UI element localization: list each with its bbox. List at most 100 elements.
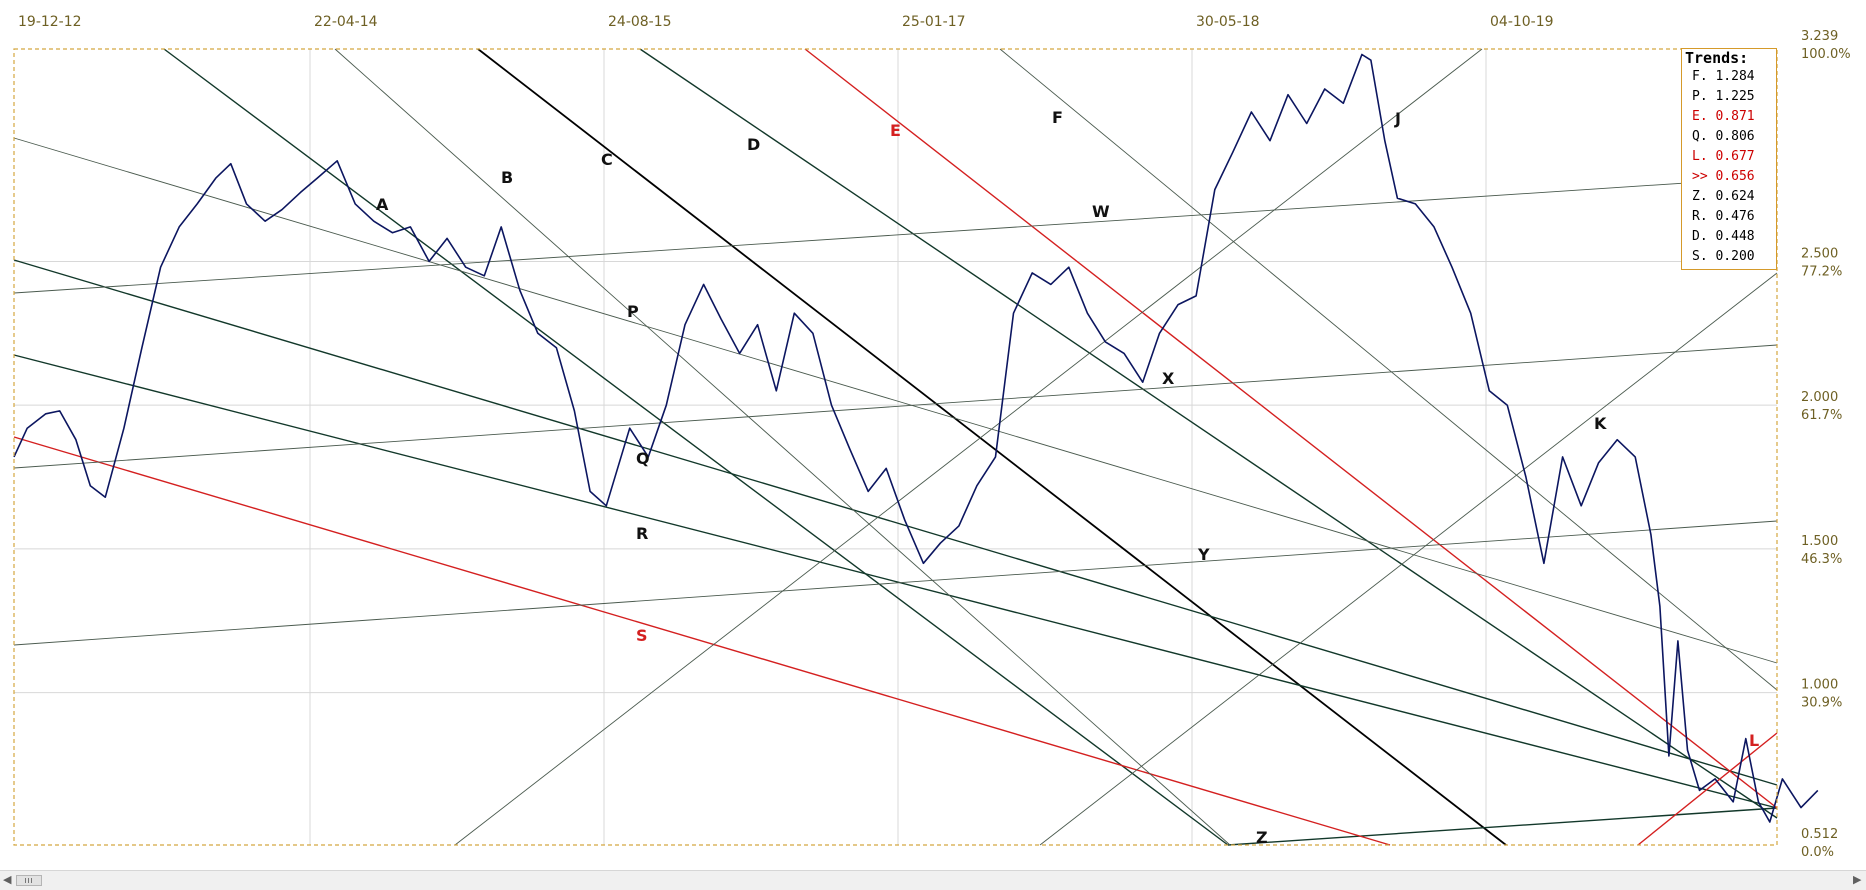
legend-item-value: 1.284	[1707, 69, 1755, 84]
y-tick-percent: 61.7%	[1801, 408, 1842, 423]
trend-label: K	[1594, 414, 1607, 433]
trend-label: Y	[1197, 545, 1210, 564]
legend-item-value: 0.200	[1707, 249, 1755, 264]
legend-item-value: 0.476	[1707, 209, 1755, 224]
trend-line	[13, 436, 1391, 846]
y-tick-value: 1.500	[1801, 534, 1838, 549]
legend-item-label: >>	[1692, 169, 1708, 184]
trend-label: S	[636, 626, 648, 645]
y-tick-percent: 77.2%	[1801, 264, 1842, 279]
chart: 19-12-12 22-04-14 24-08-15 25-01-17 30-05-18…	[13, 14, 1851, 860]
trend-label: Q	[636, 449, 650, 468]
legend-item-value: 0.448	[1707, 229, 1755, 244]
trend-label: P	[627, 302, 639, 321]
trend-line	[13, 344, 1778, 469]
trend-label: B	[501, 168, 513, 187]
legend-item-label: F.	[1692, 69, 1708, 84]
trend-line	[639, 48, 1778, 819]
legend-item: E. 0.871	[1682, 107, 1776, 127]
plot-frame	[13, 48, 1778, 846]
scroll-right-arrow-icon[interactable]: ▶	[1853, 873, 1862, 886]
grip-icon	[28, 878, 29, 883]
y-axis: 3.239 100.0% 2.500 77.2% 2.000 61.7% 1.500 46.3…	[1801, 29, 1851, 860]
legend-item: Z. 0.624	[1682, 187, 1776, 207]
trend-line	[13, 520, 1778, 646]
x-tick-label: 25-01-17	[902, 14, 966, 30]
grip-icon	[25, 878, 26, 883]
trend-line	[804, 48, 1778, 809]
trend-line	[13, 176, 1778, 294]
trend-label: X	[1162, 369, 1175, 388]
grip-icon	[31, 878, 32, 883]
legend-item: Q. 0.806	[1682, 127, 1776, 147]
trend-label: R	[636, 524, 648, 543]
legend-item-value: 0.871	[1707, 109, 1755, 124]
legend-item-label: E.	[1692, 109, 1708, 124]
scroll-thumb[interactable]	[16, 875, 42, 886]
trends-legend: Trends: F. 1.284 P. 1.225 E. 0.871 Q. 0.806…	[1681, 48, 1777, 270]
trend-line	[1637, 732, 1778, 846]
trend-label: L	[1749, 731, 1759, 750]
trend-label: C	[601, 150, 613, 169]
horizontal-scrollbar[interactable]: ◀ ▶	[0, 870, 1866, 890]
trend-line	[13, 354, 1778, 809]
y-tick-value: 1.000	[1801, 678, 1838, 693]
x-tick-label: 22-04-14	[314, 14, 378, 30]
legend-item-label: R.	[1692, 209, 1708, 224]
y-tick-percent: 46.3%	[1801, 552, 1842, 567]
y-tick-percent: 100.0%	[1801, 47, 1851, 62]
legend-item-label: D.	[1692, 229, 1708, 244]
legend-item-label: S.	[1692, 249, 1708, 264]
trend-line	[1039, 272, 1778, 846]
scroll-left-arrow-icon[interactable]: ◀	[3, 873, 12, 886]
legend-item-label: Q.	[1692, 129, 1708, 144]
trend-line	[163, 48, 1229, 846]
legend-item-value: 0.677	[1707, 149, 1755, 164]
legend-item-label: P.	[1692, 89, 1708, 104]
price-line	[13, 53, 1819, 823]
trend-line	[454, 48, 1483, 846]
y-tick-percent: 0.0%	[1801, 845, 1834, 860]
legend-item-value: 0.806	[1707, 129, 1755, 144]
trend-label: D	[747, 135, 760, 154]
legend-item: S. 0.200	[1682, 247, 1776, 267]
trend-line	[999, 48, 1778, 691]
legend-item: P. 1.225	[1682, 87, 1776, 107]
legend-item-value: 0.624	[1707, 189, 1755, 204]
trend-lines	[13, 48, 1778, 846]
legend-item: R. 0.476	[1682, 207, 1776, 227]
trend-label: Z	[1256, 828, 1268, 847]
legend-item: D. 0.448	[1682, 227, 1776, 247]
legend-item-value: 1.225	[1707, 89, 1755, 104]
trend-label: E	[890, 121, 901, 140]
x-tick-label: 24-08-15	[608, 14, 672, 30]
legend-item-label: L.	[1692, 149, 1708, 164]
y-tick-value: 2.500	[1801, 246, 1838, 261]
grid-layer	[14, 49, 1777, 845]
y-tick-value: 3.239	[1801, 29, 1838, 44]
trend-line	[13, 259, 1778, 786]
trend-label: W	[1092, 202, 1110, 221]
trend-line	[477, 48, 1507, 846]
trend-labels: A B C D E F J K L P Q R S W X Y Z	[376, 108, 1759, 847]
legend-item-label: Z.	[1692, 189, 1708, 204]
legend-rows: F. 1.284 P. 1.225 E. 0.871 Q. 0.806 L. 0.677…	[1682, 67, 1776, 267]
trend-label: J	[1394, 109, 1401, 128]
legend-item: >> 0.656	[1682, 167, 1776, 187]
x-axis: 19-12-12 22-04-14 24-08-15 25-01-17 30-05-18…	[18, 14, 1554, 30]
legend-item-value: 0.656	[1707, 169, 1755, 184]
y-tick-percent: 30.9%	[1801, 696, 1842, 711]
x-tick-label: 30-05-18	[1196, 14, 1260, 30]
legend-item: F. 1.284	[1682, 67, 1776, 87]
legend-item: L. 0.677	[1682, 147, 1776, 167]
trend-line	[334, 48, 1231, 846]
y-tick-value: 0.512	[1801, 827, 1838, 842]
trend-label: A	[376, 195, 389, 214]
legend-title: Trends:	[1685, 49, 1749, 67]
trend-line	[13, 137, 1778, 664]
trend-label: F	[1052, 108, 1063, 127]
price-series	[13, 53, 1819, 823]
x-tick-label: 04-10-19	[1490, 14, 1554, 30]
y-tick-value: 2.000	[1801, 390, 1838, 405]
trend-line	[1227, 807, 1778, 846]
